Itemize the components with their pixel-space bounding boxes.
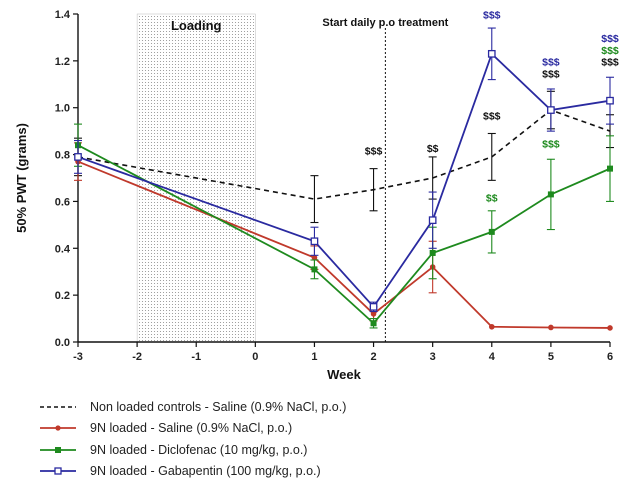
significance-label: $$$ (483, 10, 501, 22)
significance-label: $$ (486, 192, 498, 204)
significance-label: $$ (427, 143, 439, 155)
significance-label: $$$ (601, 45, 619, 57)
x-tick-label: 3 (430, 351, 436, 363)
x-tick-label: 4 (489, 351, 496, 363)
x-tick-label: 0 (252, 351, 258, 363)
significance-label: $$$ (542, 68, 560, 80)
legend-label: Non loaded controls - Saline (0.9% NaCl,… (90, 400, 346, 414)
legend-item: 9N loaded - Saline (0.9% NaCl, p.o.) (38, 418, 346, 440)
legend-item: 9N loaded - Diclofenac (10 mg/kg, p.o.) (38, 439, 346, 461)
y-tick-label: 1.0 (55, 103, 70, 115)
legend-label: 9N loaded - Diclofenac (10 mg/kg, p.o.) (90, 443, 307, 457)
legend-item: Non loaded controls - Saline (0.9% NaCl,… (38, 396, 346, 418)
data-point (548, 325, 554, 331)
x-axis-title: Week (327, 367, 361, 382)
data-point (311, 238, 317, 244)
legend-swatch-blue (38, 465, 78, 477)
x-tick-label: -3 (73, 351, 83, 363)
y-tick-label: 1.4 (55, 9, 71, 21)
y-tick-label: 1.2 (55, 56, 70, 68)
legend: Non loaded controls - Saline (0.9% NaCl,… (38, 396, 346, 482)
data-point (371, 320, 377, 326)
y-axis-title: 50% PWT (grams) (14, 123, 29, 233)
significance-label: $$$ (601, 57, 619, 69)
data-point (489, 51, 495, 57)
legend-swatch-green (38, 444, 78, 456)
legend-label: 9N loaded - Saline (0.9% NaCl, p.o.) (90, 421, 292, 435)
significance-label: $$$ (542, 139, 560, 151)
y-tick-label: 0.0 (55, 337, 70, 349)
legend-swatch-red (38, 422, 78, 434)
significance-label: $$$ (542, 57, 560, 69)
line-chart: Loading Start daily p.o treatment 0.0 0.2… (0, 0, 634, 390)
y-tick-label: 0.6 (55, 196, 70, 208)
y-tick-label: 0.2 (55, 290, 70, 302)
data-point (75, 154, 81, 160)
y-tick-label: 0.8 (55, 150, 70, 162)
data-point (311, 266, 317, 272)
x-tick-label: 2 (370, 351, 376, 363)
legend-label: 9N loaded - Gabapentin (100 mg/kg, p.o.) (90, 464, 321, 478)
significance-label: $$$ (601, 33, 619, 45)
data-point (489, 324, 495, 330)
data-point (548, 107, 554, 113)
x-tick-label: 5 (548, 351, 554, 363)
legend-swatch-dashed (38, 401, 78, 413)
data-point (607, 325, 613, 331)
x-tick-label: 1 (311, 351, 317, 363)
legend-item: 9N loaded - Gabapentin (100 mg/kg, p.o.) (38, 461, 346, 482)
x-tick-label: -2 (132, 351, 142, 363)
loading-label: Loading (171, 18, 222, 33)
data-point (607, 97, 613, 103)
treatment-start-label: Start daily p.o treatment (322, 17, 448, 29)
data-point (429, 217, 435, 223)
data-point (548, 191, 554, 197)
data-point (370, 304, 376, 310)
y-tick-label: 0.4 (55, 243, 71, 255)
significance-label: $$$ (483, 110, 501, 122)
x-tick-label: 6 (607, 351, 613, 363)
data-point (430, 250, 436, 256)
data-point (489, 229, 495, 235)
x-tick-label: -1 (191, 351, 201, 363)
data-point (607, 166, 613, 172)
significance-label: $$$ (365, 146, 383, 158)
